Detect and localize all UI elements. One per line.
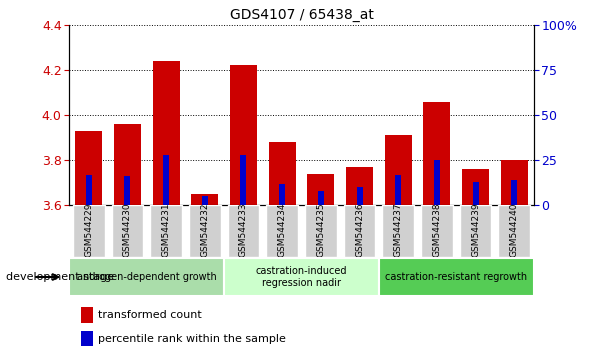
Bar xyxy=(500,160,528,205)
Bar xyxy=(511,180,517,205)
Bar xyxy=(356,187,362,205)
FancyBboxPatch shape xyxy=(344,205,376,257)
Bar xyxy=(163,155,169,205)
Text: castration-induced
regression nadir: castration-induced regression nadir xyxy=(256,266,347,288)
Bar xyxy=(308,174,335,205)
FancyBboxPatch shape xyxy=(421,205,453,257)
Text: GSM544238: GSM544238 xyxy=(432,202,441,257)
Text: GSM544229: GSM544229 xyxy=(84,203,93,257)
Text: GSM544236: GSM544236 xyxy=(355,202,364,257)
Text: GSM544239: GSM544239 xyxy=(471,202,480,257)
FancyBboxPatch shape xyxy=(112,205,144,257)
Bar xyxy=(423,102,450,205)
Text: GSM544230: GSM544230 xyxy=(123,202,132,257)
Text: GSM544233: GSM544233 xyxy=(239,202,248,257)
FancyBboxPatch shape xyxy=(305,205,336,257)
FancyBboxPatch shape xyxy=(382,205,414,257)
Text: GSM544231: GSM544231 xyxy=(162,202,171,257)
Bar xyxy=(153,61,180,205)
Text: GSM544237: GSM544237 xyxy=(394,202,403,257)
FancyBboxPatch shape xyxy=(73,205,104,257)
Bar xyxy=(202,196,208,205)
Text: GSM544235: GSM544235 xyxy=(317,202,326,257)
Bar xyxy=(346,167,373,205)
Text: development stage: development stage xyxy=(6,272,114,282)
Bar xyxy=(268,142,295,205)
Bar xyxy=(81,331,93,347)
Bar xyxy=(114,124,141,205)
FancyBboxPatch shape xyxy=(150,205,182,257)
FancyBboxPatch shape xyxy=(189,205,221,257)
Bar xyxy=(124,176,130,205)
Text: GSM544240: GSM544240 xyxy=(510,203,519,257)
FancyBboxPatch shape xyxy=(459,205,491,257)
Text: GSM544234: GSM544234 xyxy=(277,203,286,257)
Title: GDS4107 / 65438_at: GDS4107 / 65438_at xyxy=(230,8,373,22)
Bar xyxy=(241,155,247,205)
Bar xyxy=(81,307,93,323)
Text: transformed count: transformed count xyxy=(98,310,201,320)
Bar xyxy=(462,169,489,205)
Bar xyxy=(230,65,257,205)
FancyBboxPatch shape xyxy=(499,205,530,257)
FancyBboxPatch shape xyxy=(227,205,259,257)
Bar xyxy=(86,175,92,205)
Bar xyxy=(191,194,218,205)
Bar xyxy=(318,191,324,205)
FancyBboxPatch shape xyxy=(379,258,534,296)
FancyBboxPatch shape xyxy=(267,205,298,257)
Text: castration-resistant regrowth: castration-resistant regrowth xyxy=(385,272,528,282)
Bar xyxy=(279,184,285,205)
Text: percentile rank within the sample: percentile rank within the sample xyxy=(98,333,286,344)
Text: GSM544232: GSM544232 xyxy=(200,203,209,257)
Bar xyxy=(395,175,401,205)
Bar xyxy=(385,135,412,205)
Text: androgen-dependent growth: androgen-dependent growth xyxy=(77,272,216,282)
Bar xyxy=(75,131,103,205)
Bar xyxy=(473,182,479,205)
FancyBboxPatch shape xyxy=(224,258,379,296)
Bar xyxy=(434,160,440,205)
FancyBboxPatch shape xyxy=(69,258,224,296)
